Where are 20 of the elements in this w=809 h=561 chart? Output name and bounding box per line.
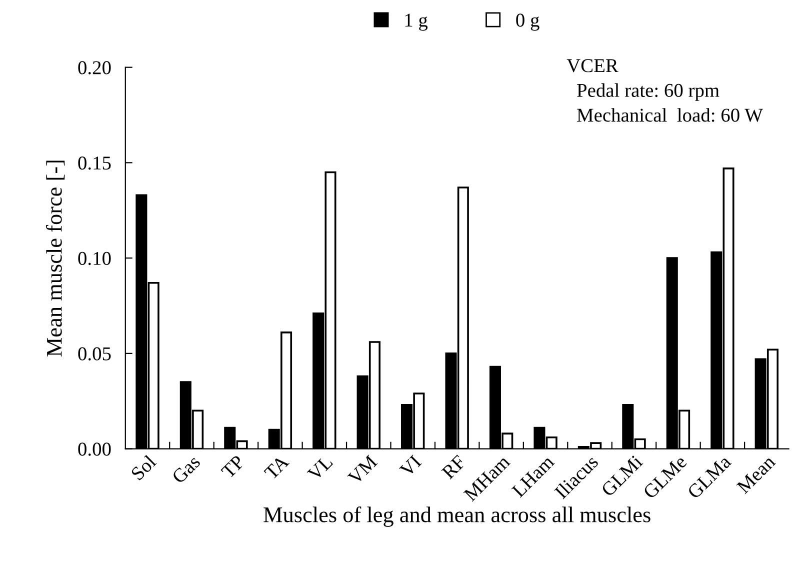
x-tick-label: VI xyxy=(399,454,422,478)
x-tick-label: TA xyxy=(264,454,290,480)
x-tick-label: VM xyxy=(347,454,378,486)
x-tick-label: TP xyxy=(220,454,245,479)
legend-label: 1 g xyxy=(405,14,428,31)
y-tick-label: 0.15 xyxy=(78,156,111,170)
x-tick-label: RF xyxy=(441,454,466,480)
x-tick-label: Sol xyxy=(130,454,157,481)
x-tick-label: Gas xyxy=(171,454,201,484)
annotation: Mechanical load: 60 W xyxy=(577,108,763,122)
x-axis-title: Muscles of leg and mean across all muscles xyxy=(264,506,650,527)
y-axis-title: Mean muscle force [-] xyxy=(46,160,65,356)
legend-label: 0 g xyxy=(516,14,540,31)
annotation: VCER xyxy=(566,59,618,72)
y-tick-label: 0.20 xyxy=(78,61,111,74)
y-tick-label: 0.05 xyxy=(78,347,111,360)
y-tick-label: 0.10 xyxy=(78,252,111,266)
annotation: Pedal rate: 60 rpm xyxy=(577,83,720,101)
x-tick-label: VL xyxy=(306,455,334,482)
y-tick-label: 0.00 xyxy=(78,442,111,456)
